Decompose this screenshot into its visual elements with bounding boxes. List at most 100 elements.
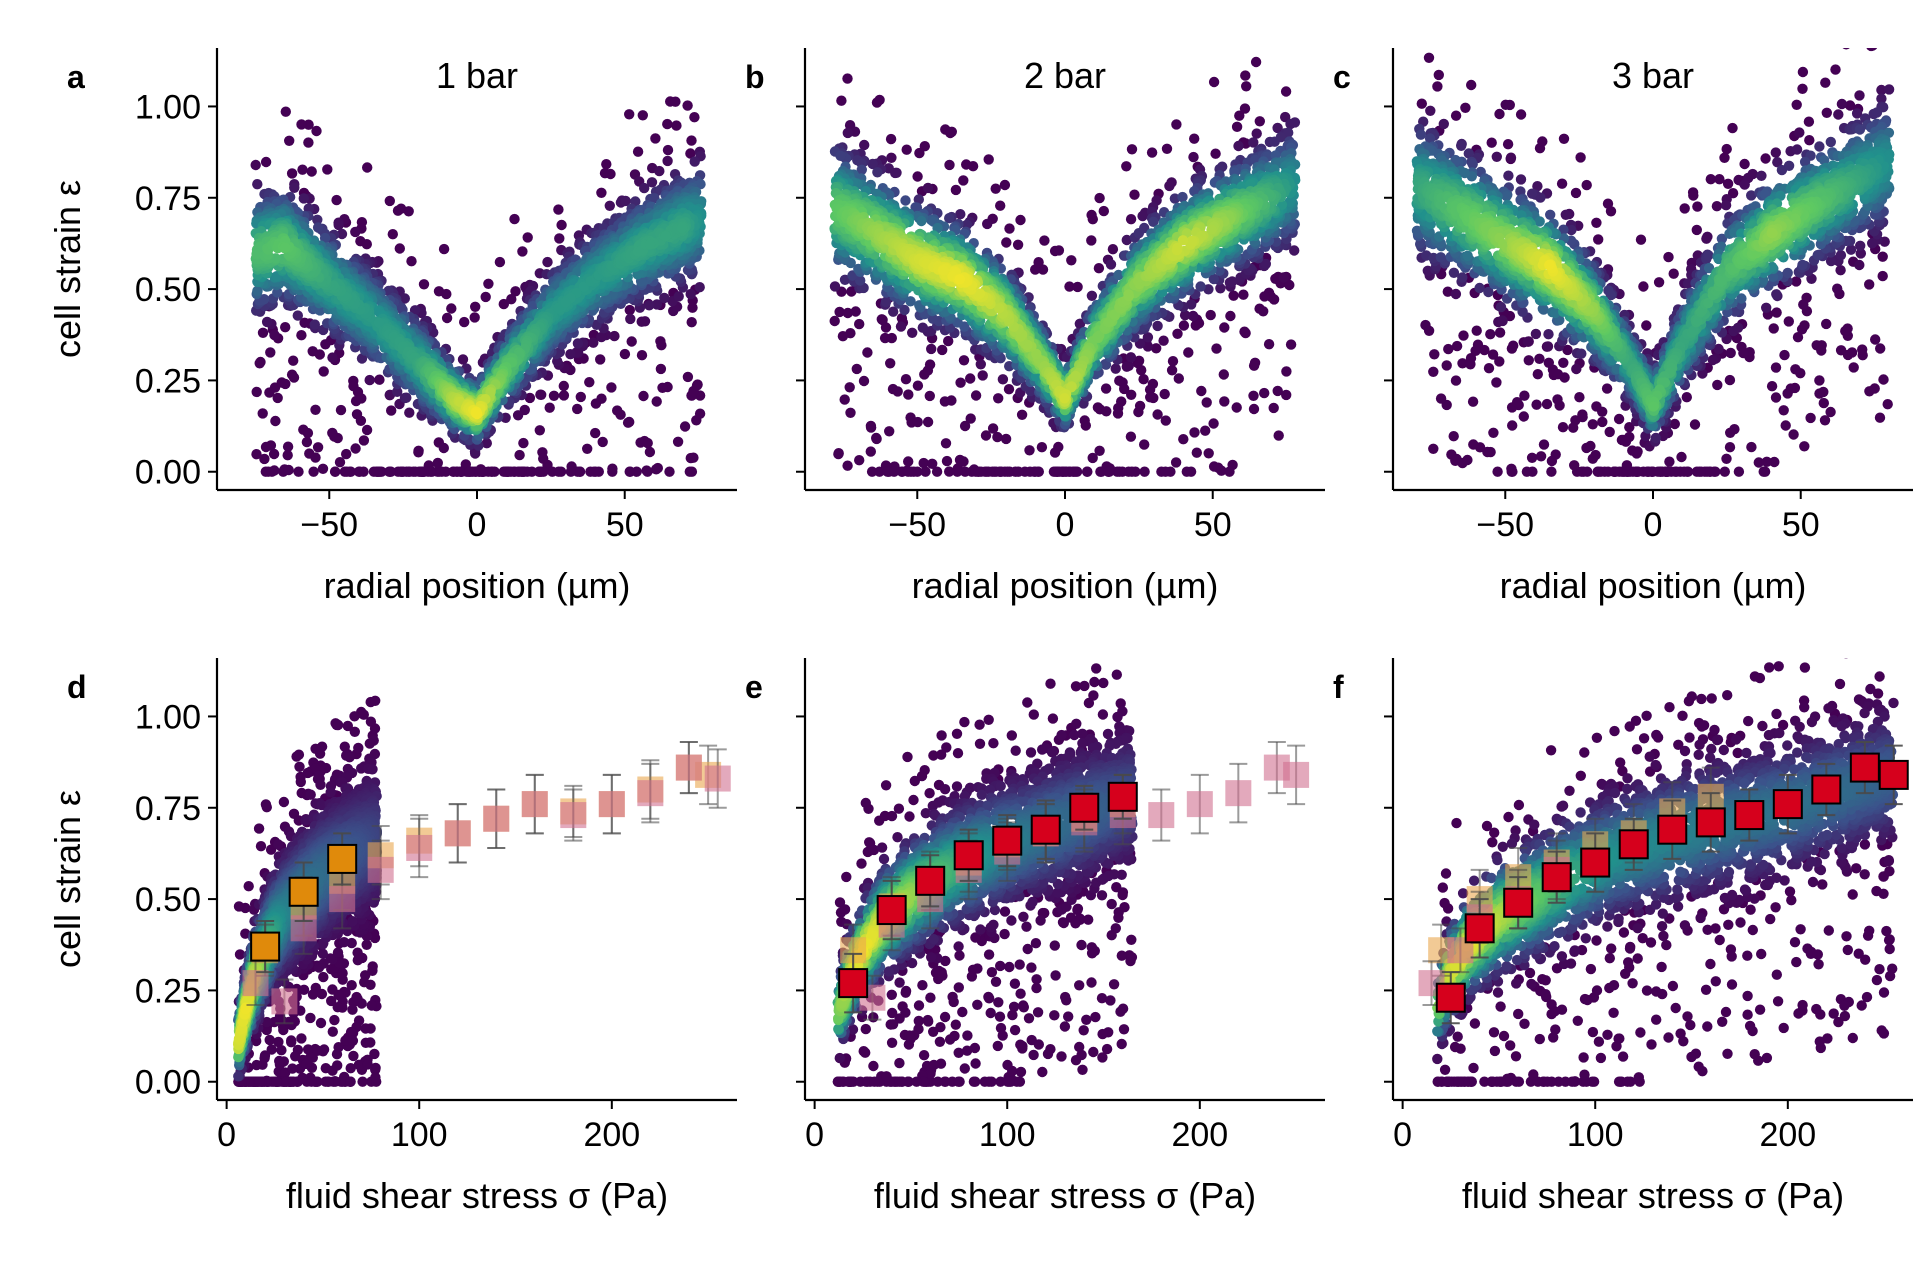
scatter-point: [1259, 291, 1270, 302]
scatter-point: [1066, 255, 1077, 266]
scatter-point: [846, 286, 857, 297]
scatter-point: [959, 466, 971, 477]
scatter-point: [1269, 136, 1280, 147]
scatter-point: [257, 408, 268, 419]
scatter-point: [265, 347, 276, 358]
scatter-point: [356, 393, 367, 404]
scatter-point: [268, 448, 280, 460]
scatter-point: [1159, 388, 1170, 400]
scatter-point: [1273, 430, 1284, 441]
scatter-point: [558, 390, 570, 401]
scatter-point: [584, 377, 595, 388]
scatter-point: [1191, 447, 1203, 458]
scatter-point: [892, 386, 903, 397]
scatter-point: [266, 466, 278, 477]
scatter-point: [854, 318, 865, 330]
scatter-point: [542, 256, 553, 268]
scatter-point: [1001, 237, 1012, 248]
scatter-point: [620, 195, 631, 207]
scatter-point: [1234, 110, 1245, 121]
scatter-point: [673, 291, 684, 302]
scatter-point: [1214, 265, 1225, 276]
scatter-point: [302, 427, 314, 439]
scatter-point: [572, 403, 583, 415]
scatter-point: [1101, 406, 1112, 417]
scatter-point: [990, 183, 1001, 194]
scatter-point: [597, 436, 608, 448]
scatter-point: [330, 466, 341, 477]
scatter-point: [689, 156, 700, 167]
scatter-point: [270, 415, 281, 427]
scatter-point: [1080, 420, 1092, 431]
scatter-point: [1121, 161, 1132, 172]
scatter-point: [1240, 70, 1251, 81]
scatter-point: [1196, 385, 1207, 397]
scatter-point: [624, 304, 635, 316]
scatter-point: [280, 106, 291, 117]
scatter-point: [895, 321, 907, 332]
scatter-point: [470, 301, 481, 312]
scatter-point: [965, 413, 976, 424]
scatter-point: [459, 316, 470, 328]
scatter-point: [1158, 335, 1169, 346]
scatter-point: [1203, 448, 1214, 459]
scatter-point: [438, 243, 450, 255]
scatter-point: [940, 438, 952, 449]
scatter-point: [885, 133, 897, 145]
scatter-point: [469, 312, 480, 323]
scatter-point: [514, 466, 525, 477]
scatter-point: [572, 338, 584, 349]
scatter-point: [1289, 117, 1301, 128]
scatter-point: [1239, 326, 1250, 337]
scatter-point: [446, 303, 457, 314]
scatter-point: [361, 424, 373, 436]
scatter-point: [676, 222, 688, 234]
scatter-point: [322, 164, 333, 175]
scatter-point: [605, 168, 616, 180]
scatter-point: [931, 466, 943, 477]
scatter-point: [438, 442, 449, 454]
scatter-point: [1146, 147, 1158, 158]
scatter-point: [1187, 310, 1199, 322]
scatter-point: [644, 239, 656, 250]
scatter-point: [392, 386, 403, 397]
scatter-point: [1208, 273, 1220, 285]
scatter-point: [1053, 441, 1064, 453]
scatter-point: [522, 232, 533, 243]
scatter-point: [946, 126, 957, 137]
scatter-point: [1125, 352, 1137, 363]
scatter-point: [1016, 409, 1028, 420]
scatter-point: [910, 202, 921, 213]
scatter-point: [261, 316, 273, 328]
scatter-point: [1024, 445, 1035, 456]
scatter-point: [955, 377, 966, 388]
scatter-point: [937, 344, 948, 356]
scatter-point: [289, 182, 300, 193]
scatter-point: [480, 291, 491, 303]
scatter-point: [855, 275, 866, 286]
scatter-point: [927, 458, 938, 469]
scatter-point: [558, 380, 569, 392]
scatter-point: [505, 466, 517, 477]
scatter-point: [885, 358, 896, 369]
y-tick-label: 0.50: [135, 271, 201, 309]
scatter-point: [662, 144, 674, 156]
scatter-point: [1200, 425, 1211, 436]
scatter-point: [1142, 341, 1154, 352]
scatter-point: [660, 230, 671, 242]
scatter-point: [662, 118, 673, 130]
scatter-point: [350, 443, 361, 454]
scatter-point: [944, 213, 955, 224]
scatter-point: [901, 144, 912, 155]
scatter-point: [850, 306, 861, 317]
x-tick-label: 50: [606, 506, 644, 544]
scatter-point: [654, 165, 665, 177]
scatter-point: [619, 348, 631, 360]
scatter-point: [874, 466, 885, 477]
scatter-point: [965, 373, 976, 384]
scatter-point: [920, 466, 931, 477]
scatter-point: [514, 449, 525, 461]
scatter-point: [251, 248, 262, 259]
scatter-point: [994, 466, 1006, 477]
